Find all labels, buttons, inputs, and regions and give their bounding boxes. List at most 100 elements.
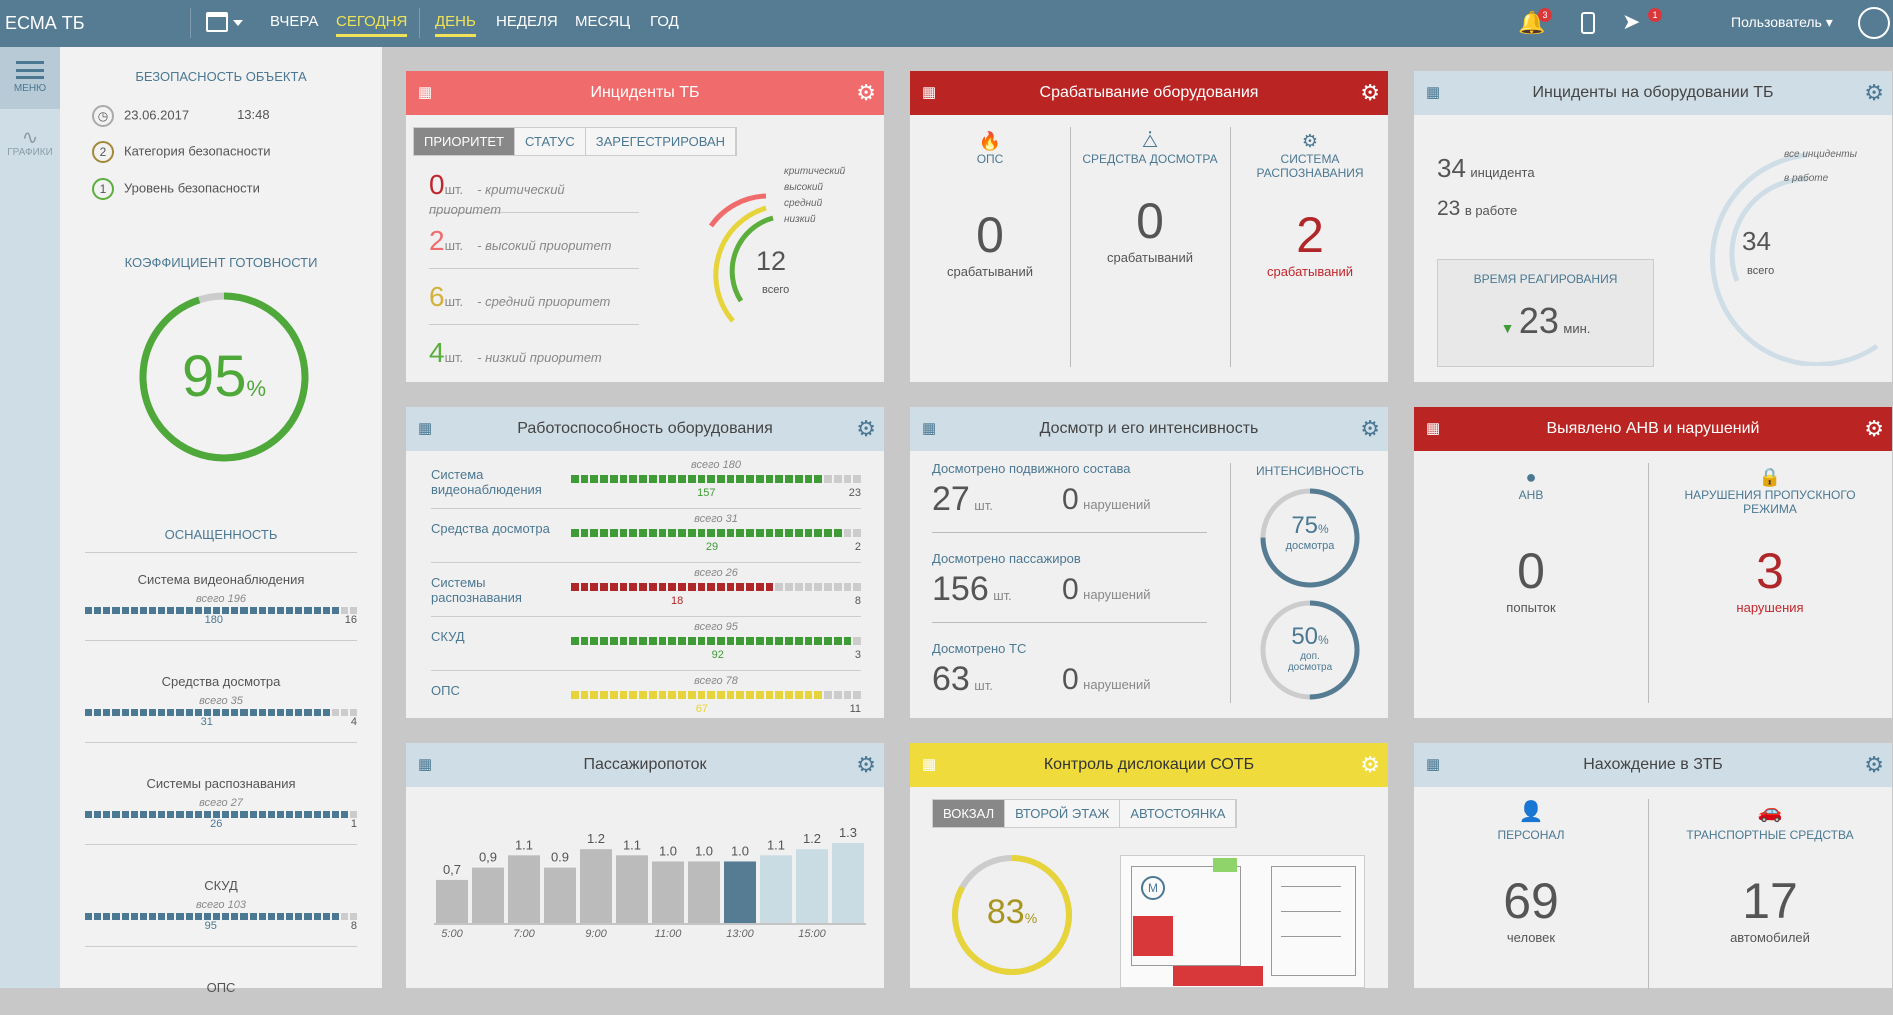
inspection-row: Досмотрено подвижного состава 27 шт. 0 нар…	[932, 461, 1207, 533]
vehicles-sub: автомобилей	[1730, 930, 1810, 945]
phone-icon[interactable]	[1581, 12, 1595, 34]
health-row[interactable]: Средства досмотра всего 31 29 2	[431, 513, 862, 563]
health-ok: 18	[671, 595, 684, 607]
drag-grid-icon[interactable]: ▦	[418, 84, 433, 101]
equipment-item: Системы распознавания всего 27 26 1	[85, 776, 358, 845]
gear-icon[interactable]: ⚙	[1864, 80, 1884, 105]
bar[interactable]	[832, 843, 864, 923]
gear-icon[interactable]: ⚙	[1864, 416, 1884, 441]
equipment-total: всего 27	[199, 797, 243, 809]
trigger-count: 2	[1296, 207, 1324, 263]
priority-count: 0	[429, 169, 445, 200]
priority-row[interactable]: 6шт. - средний приоритет	[429, 281, 639, 325]
bar[interactable]	[472, 867, 504, 923]
gear-icon[interactable]: ⚙	[856, 752, 876, 777]
health-ok: 29	[705, 541, 719, 553]
bar[interactable]	[796, 849, 828, 923]
priority-row[interactable]: 2шт. - высокий приоритет	[429, 225, 639, 269]
menu-button[interactable]: МЕНЮ	[0, 47, 60, 109]
gear-icon[interactable]: ⚙	[856, 80, 876, 105]
calendar-icon[interactable]	[206, 12, 228, 32]
charts-button[interactable]: ∿ ГРАФИКИ	[0, 113, 60, 175]
bar[interactable]	[652, 861, 684, 923]
drag-grid-icon[interactable]: ▦	[418, 756, 433, 773]
bar-value-label: 1.2	[803, 831, 821, 846]
health-ok: 92	[711, 649, 724, 661]
tab-station[interactable]: ВОКЗАЛ	[933, 800, 1006, 827]
app-title: ЕСМА ТБ	[5, 13, 85, 33]
priority-count: 2	[429, 225, 445, 256]
priority-arcs	[708, 193, 774, 323]
drag-grid-icon[interactable]: ▦	[418, 420, 433, 437]
drag-grid-icon[interactable]: ▦	[922, 84, 937, 101]
x-tick-label: 11:00	[655, 928, 683, 940]
gear-icon[interactable]: ⚙	[1864, 752, 1884, 777]
bar[interactable]	[436, 879, 468, 923]
chevron-down-icon[interactable]	[233, 20, 243, 26]
health-row[interactable]: Системы распознавания всего 26 18 8	[431, 567, 862, 617]
violation-count: 0	[1062, 663, 1079, 696]
tab-registered[interactable]: ЗАРЕГЕСТРИРОВАН	[585, 128, 737, 155]
bar[interactable]	[508, 855, 540, 923]
gear-icon[interactable]: ⚙	[1360, 80, 1380, 105]
nav-month[interactable]: МЕСЯЦ	[575, 13, 631, 30]
nav-week[interactable]: НЕДЕЛЯ	[496, 13, 558, 30]
incidents-panel: ▦ Инциденты ТБ ⚙ ПРИОРИТЕТ СТАТУС ЗАРЕГЕСТ…	[406, 71, 884, 382]
health-row[interactable]: СКУД всего 95 92 3	[431, 621, 862, 671]
tab-parking[interactable]: АВТОСТОЯНКА	[1120, 800, 1237, 827]
equipment-item: ОПС	[85, 980, 357, 1015]
bar-value-label: 1.3	[839, 825, 857, 840]
bar[interactable]	[580, 849, 612, 923]
avatar[interactable]	[1858, 7, 1890, 39]
gear-icon[interactable]: ⚙	[856, 416, 876, 441]
send-icon[interactable]: ➤	[1622, 9, 1641, 34]
trigger-label: СИСТЕМА РАСПОЗНАВАНИЯ	[1256, 152, 1364, 180]
panel-title: Контроль дислокации СОТБ	[1043, 756, 1255, 773]
user-menu[interactable]: Пользователь ▾	[1731, 14, 1833, 30]
health-total: всего 26	[694, 567, 738, 579]
passenger-flow-panel: ▦ Пассажиропоток ⚙ 0,7 5:00 0,9 1.1 7:00 0.9 1.2…	[406, 743, 884, 988]
tab-priority[interactable]: ПРИОРИТЕТ	[414, 128, 516, 155]
health-row[interactable]: ОПС всего 78 67 11	[431, 675, 862, 725]
equipment-bad: 4	[350, 716, 357, 728]
drag-grid-icon[interactable]: ▦	[1426, 84, 1441, 101]
bomb-icon: ●	[1525, 467, 1537, 487]
bar-value-label: 1.1	[767, 837, 785, 852]
equipment-name: Средства досмотра	[161, 674, 281, 689]
dislocation-gauge	[952, 855, 1072, 975]
bar[interactable]	[616, 855, 648, 923]
nav-today[interactable]: СЕГОДНЯ	[336, 13, 408, 37]
drag-grid-icon[interactable]: ▦	[1426, 420, 1441, 437]
gear-icon[interactable]: ⚙	[1360, 752, 1380, 777]
drag-grid-icon[interactable]: ▦	[922, 756, 937, 773]
inspection-count: 63	[932, 660, 970, 698]
gear-icon[interactable]: ⚙	[1360, 416, 1380, 441]
inspection-unit: шт.	[974, 498, 993, 513]
station-map[interactable]: M	[1120, 855, 1365, 988]
nav-year[interactable]: ГОД	[650, 13, 679, 30]
clock-icon: ◷	[92, 105, 114, 127]
tab-status[interactable]: СТАТУС	[515, 128, 586, 155]
tab-second-floor[interactable]: ВТОРОЙ ЭТАЖ	[1005, 800, 1121, 827]
x-tick-label: 5:00	[441, 928, 463, 940]
health-row[interactable]: Система видеонаблюдения всего 180 157 23	[431, 459, 862, 509]
nav-yesterday[interactable]: ВЧЕРА	[270, 13, 319, 30]
bar[interactable]	[688, 861, 720, 923]
health-total: всего 180	[691, 459, 741, 471]
x-tick-label: 15:00	[798, 928, 826, 940]
equipment-item: СКУД всего 103 95 8	[85, 878, 358, 947]
nav-day[interactable]: ДЕНЬ	[435, 13, 476, 37]
bar-value-label: 1.0	[695, 843, 713, 858]
health-bar	[571, 529, 862, 537]
violation-label: нарушений	[1083, 497, 1151, 512]
drag-grid-icon[interactable]: ▦	[1426, 756, 1441, 773]
lock-icon: 🔒	[1758, 467, 1782, 487]
priority-legend: критический высокий средний низкий	[784, 164, 845, 228]
priority-row[interactable]: 0шт. - критический приоритет	[429, 169, 639, 217]
drag-grid-icon[interactable]: ▦	[922, 420, 937, 437]
bar[interactable]	[544, 867, 576, 923]
equipment-bar	[85, 607, 358, 614]
priority-row[interactable]: 4шт. - низкий приоритет	[429, 337, 639, 381]
bar[interactable]	[724, 861, 756, 923]
bar[interactable]	[760, 855, 792, 923]
